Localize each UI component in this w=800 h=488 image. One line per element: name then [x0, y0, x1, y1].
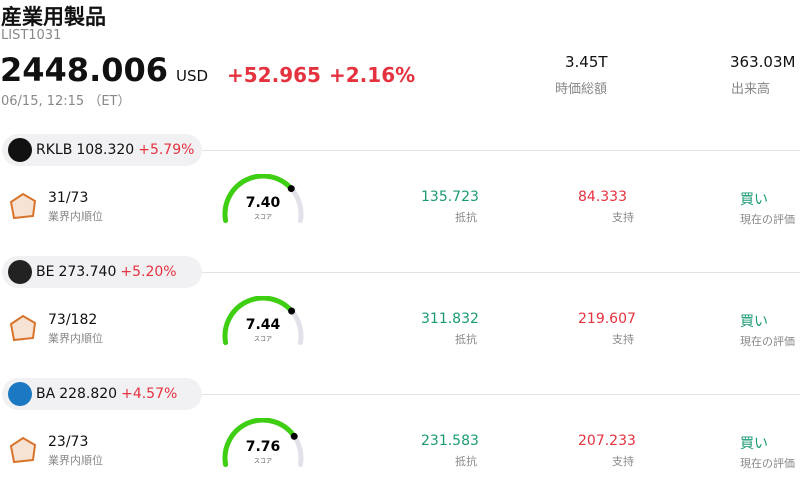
change: +52.965 [227, 63, 321, 87]
resistance-label: 抵抗 [455, 455, 477, 468]
rank-shape [9, 436, 37, 464]
ticker: RKLB [36, 142, 73, 158]
score-gauge: 7.44 スコア [222, 296, 304, 346]
stock-pill[interactable] [2, 378, 202, 410]
score-gauge: 7.40 スコア [222, 174, 304, 224]
rank-label: 業界内順位 [48, 332, 103, 345]
score: 7.44 [246, 317, 281, 333]
rating-label: 現在の評価 [740, 213, 795, 226]
rank-label: 業界内順位 [48, 454, 103, 467]
resistance: 311.832 [421, 311, 479, 327]
support: 219.607 [578, 311, 636, 327]
rank-icon [9, 436, 37, 464]
stock-change: +4.57% [121, 386, 178, 402]
gauge-fill [222, 418, 297, 468]
support-label: 支持 [612, 333, 634, 346]
rank-icon [9, 192, 37, 220]
resistance-label: 抵抗 [455, 211, 477, 224]
price: 2448.006 [0, 51, 169, 89]
stock-change: +5.79% [138, 142, 195, 158]
stock-pill[interactable] [2, 256, 202, 288]
logo-circle [8, 382, 32, 406]
divider [202, 150, 800, 151]
divider [202, 272, 800, 273]
support-label: 支持 [612, 211, 634, 224]
rating: 買い [740, 192, 768, 208]
score: 7.76 [246, 439, 281, 455]
stat-label: 時価総額 [555, 82, 608, 97]
rating: 買い [740, 436, 768, 452]
rank: 23/73 [48, 434, 89, 450]
stock-logo [8, 138, 32, 162]
gauge-dot [287, 185, 295, 193]
stat-value: 3.45T [565, 53, 608, 71]
logo-circle [8, 138, 32, 162]
gauge-fill [222, 296, 295, 346]
resistance: 231.583 [421, 433, 479, 449]
rating-label: 現在の評価 [740, 457, 795, 470]
rank: 73/182 [48, 312, 98, 328]
resistance: 135.723 [421, 189, 479, 205]
support: 84.333 [578, 189, 627, 205]
stock-change: +5.20% [120, 264, 177, 280]
change-pct: +2.16% [329, 63, 416, 87]
rank-icon [9, 314, 37, 342]
code: LIST1031 [1, 28, 62, 43]
stat-value: 363.03M [730, 53, 796, 71]
score-label: スコア [254, 458, 272, 465]
stock-price: 273.740 [58, 264, 117, 280]
time: 06/15, 12:15 （ET） [1, 94, 131, 109]
gauge-dot [290, 432, 298, 440]
logo-circle [8, 260, 32, 284]
score-label: スコア [254, 214, 272, 221]
divider [202, 394, 800, 395]
score-label: スコア [254, 336, 272, 343]
ticker: BE [36, 264, 55, 280]
currency: USD [176, 67, 209, 85]
gauge-dot [288, 307, 296, 315]
title: 産業用製品 [1, 5, 106, 29]
support-label: 支持 [612, 455, 634, 468]
ticker: BA [36, 386, 56, 402]
stock-logo [8, 382, 32, 406]
score-gauge: 7.76 スコア [222, 418, 304, 468]
score: 7.40 [246, 195, 281, 211]
gauge-fill [222, 174, 294, 224]
rank-shape [9, 192, 37, 220]
rank-shape [9, 314, 37, 342]
rating: 買い [740, 314, 768, 330]
stat-label: 出来高 [731, 82, 771, 97]
stock-price: 228.820 [59, 386, 118, 402]
stock-logo [8, 260, 32, 284]
resistance-label: 抵抗 [455, 333, 477, 346]
rank-label: 業界内順位 [48, 210, 103, 223]
support: 207.233 [578, 433, 636, 449]
stock-price: 108.320 [76, 142, 135, 158]
stock-pill[interactable] [2, 134, 202, 166]
rating-label: 現在の評価 [740, 335, 795, 348]
rank: 31/73 [48, 190, 89, 206]
